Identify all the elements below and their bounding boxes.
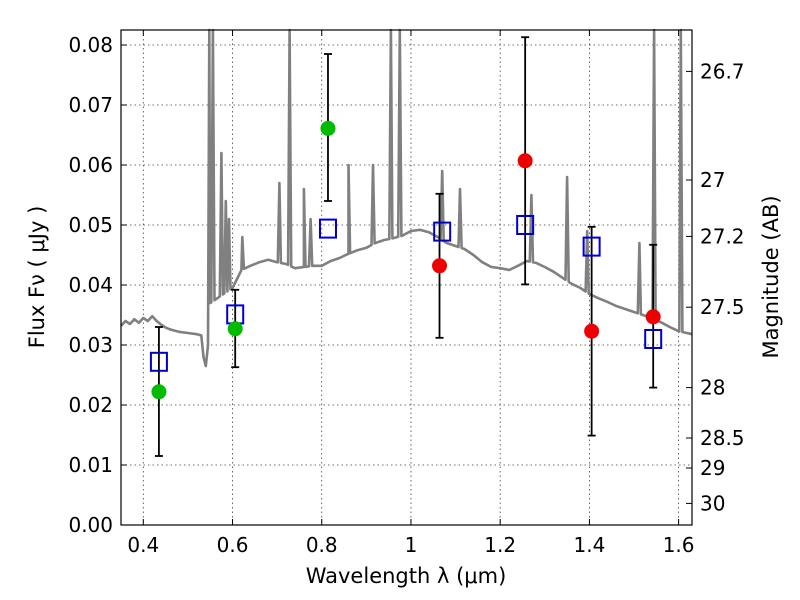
- y-tick-label: 0.03: [68, 333, 113, 357]
- y-axis: 0.00 0.01 0.02 0.03 0.04 0.05 0.06 0.07 0.08: [68, 33, 127, 537]
- model-flux-square: [644, 329, 663, 349]
- x-axis: 0.4 0.6 0.8 1 1.2 1.4 1.6: [127, 30, 695, 557]
- x-axis-title: Wavelength λ (μm): [306, 564, 507, 588]
- model-flux-square: [433, 221, 452, 242]
- x-tick-label: 0.8: [306, 533, 338, 557]
- y2-tick-label: 27: [700, 168, 725, 192]
- model-flux-square: [318, 218, 337, 239]
- x-tick-label: 1.6: [663, 533, 695, 557]
- data-points: [149, 120, 663, 400]
- x-tick-label: 1.2: [484, 533, 516, 557]
- observed-flux-point: [227, 321, 243, 337]
- model-spectrum-line: [120, 28, 693, 368]
- y-tick-label: 0.07: [68, 93, 113, 117]
- y2-tick-label: 28.5: [700, 426, 745, 450]
- plot-frame: [120, 29, 693, 526]
- y-tick-label: 0.04: [68, 273, 113, 297]
- y-tick-label: 0.01: [68, 453, 113, 477]
- x-tick-label: 1.4: [573, 533, 605, 557]
- model-flux-square: [149, 351, 168, 372]
- y-tick-label: 0.00: [68, 513, 113, 537]
- x-tick-label: 1: [405, 533, 418, 557]
- y2-tick-label: 27.2: [700, 224, 745, 248]
- y2-tick-label: 29: [700, 456, 725, 480]
- plot-area: [121, 30, 692, 525]
- model-flux-square: [582, 236, 601, 257]
- y2-axis: 26.7 27 27.2 27.5 28 28.5 29 30: [686, 59, 745, 515]
- y2-tick-label: 26.7: [700, 59, 745, 83]
- y2-tick-label: 30: [700, 491, 725, 515]
- y-tick-label: 0.02: [68, 393, 113, 417]
- y-tick-label: 0.05: [68, 213, 113, 237]
- model-flux-square: [516, 215, 535, 235]
- observed-flux-point: [432, 258, 448, 274]
- model-spectrum: [120, 28, 693, 368]
- observed-flux-point: [584, 323, 600, 339]
- y2-axis-title: Magnitude (AB): [759, 195, 783, 358]
- y-axis-title: Flux Fν ( μJy ): [25, 206, 49, 349]
- x-tick-label: 0.6: [217, 533, 249, 557]
- x-tick-label: 0.4: [127, 533, 159, 557]
- observed-flux-point: [320, 120, 336, 136]
- y-tick-label: 0.06: [68, 153, 113, 177]
- observed-flux-point: [151, 384, 167, 400]
- observed-flux-point: [517, 153, 533, 169]
- y2-tick-label: 28: [700, 376, 725, 400]
- y-tick-label: 0.08: [68, 33, 113, 57]
- observed-flux-point: [645, 309, 661, 325]
- y2-tick-label: 27.5: [700, 295, 745, 319]
